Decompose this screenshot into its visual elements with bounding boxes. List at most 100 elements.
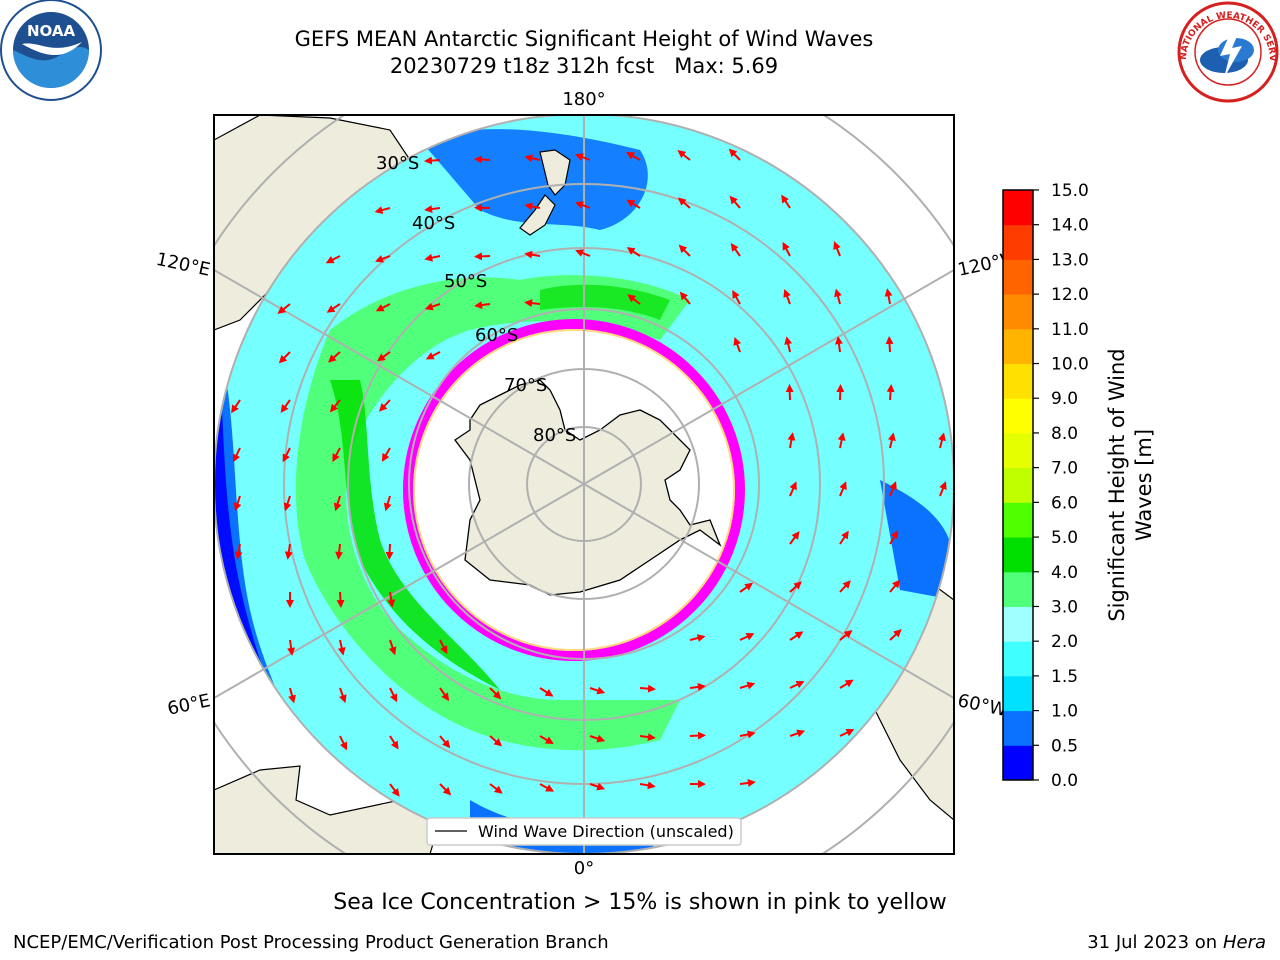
wave-direction-arrow <box>325 255 341 264</box>
wave-direction-arrow <box>524 250 541 259</box>
wave-direction-arrow <box>439 735 451 749</box>
wave-direction-arrow <box>886 384 895 401</box>
wave-direction-arrow <box>284 543 293 560</box>
wave-direction-arrow <box>439 639 448 655</box>
wave-direction-arrow <box>288 687 296 704</box>
legend-label: Wind Wave Direction (unscaled) <box>478 822 734 841</box>
wave-direction-arrow <box>639 733 656 741</box>
wave-direction-arrow <box>337 639 346 656</box>
forecast-date: 20230729 t18z 312h fcst <box>389 54 655 78</box>
graticule <box>214 115 954 854</box>
colorbar-tick-label: 9.0 <box>1051 389 1078 409</box>
wave-direction-arrow <box>889 530 899 545</box>
wave-direction-arrow <box>789 729 806 738</box>
colorbar-segment <box>1003 294 1033 330</box>
wave-direction-arrow <box>332 447 341 463</box>
wave-direction-arrow <box>889 579 901 593</box>
wave-direction-arrow <box>424 156 441 165</box>
wave-direction-arrow <box>839 580 851 593</box>
colorbar-tick-label: 3.0 <box>1051 597 1078 617</box>
footer-machine: Hera <box>1222 932 1266 953</box>
colorbar-segment <box>1003 190 1033 226</box>
wave-direction-arrow <box>889 629 902 641</box>
wave-direction-arrow <box>339 735 348 751</box>
wave-direction-arrow <box>575 153 591 161</box>
lat-label-60s: 60°S <box>475 325 518 346</box>
wave-direction-arrow <box>626 247 641 257</box>
wave-direction-arrow <box>326 303 341 313</box>
colorbar-tick-label: 13.0 <box>1051 250 1089 270</box>
wave-direction-arrow <box>789 631 804 641</box>
colorbar-segment <box>1003 710 1033 746</box>
wave-direction-arrow <box>733 337 742 353</box>
wave-direction-arrow <box>732 290 741 305</box>
africa-land <box>214 765 441 854</box>
lat-label-80s: 80°S <box>533 425 576 446</box>
wave-direction-arrow <box>789 531 800 545</box>
lon-label-60e: 60°E <box>166 690 213 720</box>
colorbar-tick-label: 5.0 <box>1051 528 1078 548</box>
wave-direction-arrow <box>375 303 391 312</box>
wave-direction-arrow <box>474 252 491 261</box>
wave-direction-arrow <box>233 495 242 512</box>
wave-direction-arrow <box>677 197 691 209</box>
wave-direction-arrow <box>283 495 292 512</box>
wave-direction-arrow <box>381 447 391 462</box>
wave-direction-arrow <box>389 735 399 750</box>
wave-direction-arrow <box>626 199 641 209</box>
footer-date: 31 Jul 2023 on Hera <box>1087 932 1266 953</box>
wave-direction-arrow <box>839 630 853 641</box>
colorbar-segment <box>1003 675 1033 712</box>
wave-direction-arrow <box>739 681 756 690</box>
wave-direction-arrow <box>336 591 345 608</box>
wave-direction-arrow <box>589 686 606 695</box>
colorbar-tick-label: 12.0 <box>1051 285 1089 305</box>
wave-direction-arrow <box>328 351 341 363</box>
colorbar-segment <box>1003 467 1033 503</box>
figure-title: GEFS MEAN Antarctic Significant Height o… <box>294 27 874 51</box>
sea-ice-caption: Sea Ice Concentration > 15% is shown in … <box>333 890 947 915</box>
lat-label-70s: 70°S <box>504 375 547 396</box>
colorbar-tick-label: 7.0 <box>1051 459 1078 479</box>
colorbar-tick-label: 14.0 <box>1051 216 1089 236</box>
colorbar-frame <box>1002 189 1034 781</box>
wave-direction-arrow <box>784 336 793 353</box>
wave-direction-arrow <box>333 495 342 512</box>
wave-direction-arrow <box>589 734 606 743</box>
wave-direction-arrow <box>424 205 441 213</box>
wave-direction-arrow <box>282 447 291 463</box>
wave-direction-arrow <box>474 155 491 164</box>
wave-direction-arrow <box>739 582 754 593</box>
wave-direction-arrow <box>689 683 706 691</box>
max-value: Max: 5.69 <box>674 54 779 78</box>
wave-direction-arrow <box>375 255 391 263</box>
lon-label-0: 0° <box>574 858 594 879</box>
colorbar-segment <box>1003 259 1033 295</box>
antarctica-land <box>454 379 722 596</box>
wave-direction-arrow <box>524 154 541 163</box>
high-wave-band <box>295 275 690 751</box>
wave-direction-arrow <box>376 351 391 362</box>
wave-direction-arrow <box>785 384 794 401</box>
wave-direction-arrow <box>938 432 946 449</box>
wave-direction-arrow <box>374 206 391 214</box>
wave-direction-arrow <box>729 195 741 209</box>
wave-direction-arrow <box>834 288 842 305</box>
figure-subtitle: 20230729 t18z 312h fcst Max: 5.69 <box>0 54 1168 78</box>
wave-direction-arrow <box>884 288 893 305</box>
wave-direction-arrow <box>782 241 791 257</box>
colorbar-segment <box>1003 571 1033 607</box>
lon-label-60w: 60°W <box>956 690 1009 721</box>
colorbar-segment <box>1003 641 1033 677</box>
wave-direction-arrow <box>739 730 756 739</box>
colorbar-label-line1: Significant Height of Wind <box>1105 348 1129 621</box>
wave-direction-arrow <box>639 684 656 693</box>
wave-direction-arrow <box>389 687 398 703</box>
wave-direction-arrow <box>833 241 841 257</box>
wave-direction-arrow <box>425 351 441 360</box>
wave-direction-arrow <box>689 731 706 740</box>
wave-direction-arrow <box>639 781 656 790</box>
wave-direction-arrow <box>627 294 641 305</box>
wave-direction-arrow <box>575 249 591 257</box>
wave-direction-arrow <box>626 151 641 161</box>
